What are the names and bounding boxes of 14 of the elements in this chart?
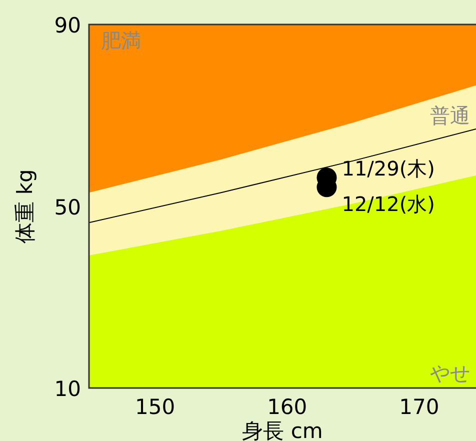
y-tick-label: 10 [54,377,81,401]
series-label: やせ [430,361,470,385]
y-tick-label: 50 [54,195,81,220]
y-tick-label: 90 [54,14,81,38]
series-label: 11/29(木) [342,156,435,181]
series-label: 普通 [430,103,470,128]
series-label: 12/12(水) [342,192,435,216]
x-tick-label: 170 [399,395,440,419]
series-label: 肥満 [101,28,141,52]
line-series [89,128,476,224]
x-tick-label: 150 [134,395,176,419]
x-axis-title: 身長 cm [242,419,323,441]
y-axis-title: 体重 kg [13,169,37,244]
x-tick-label: 160 [267,395,308,419]
